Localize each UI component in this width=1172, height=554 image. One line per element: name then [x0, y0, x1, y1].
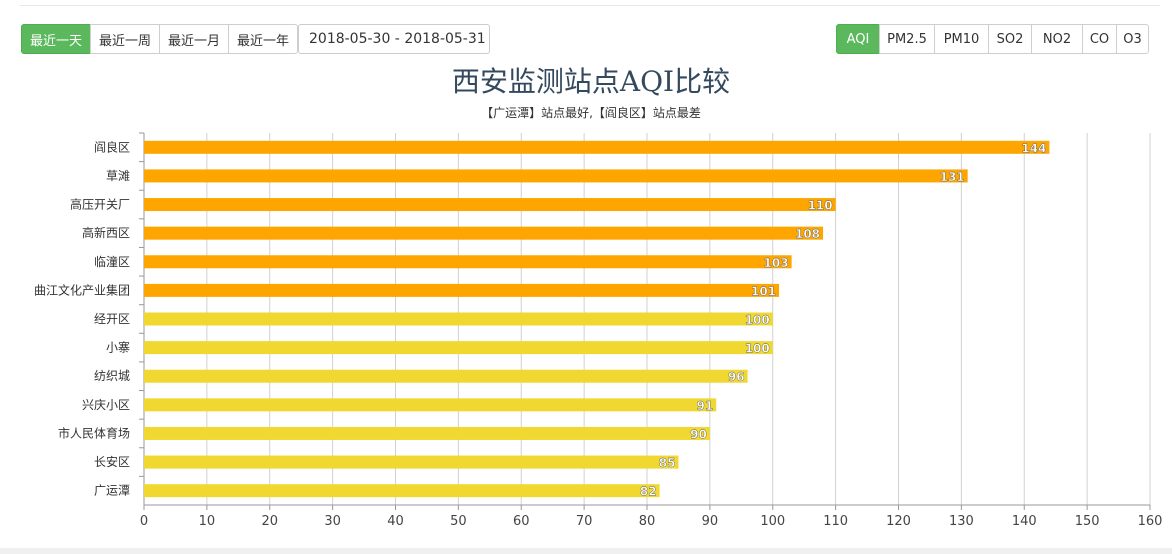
- date-range-text: 2018-05-30 - 2018-05-31: [309, 31, 486, 47]
- x-tick-label-40: 40: [387, 514, 404, 529]
- category-label-5: 曲江文化产业集团: [34, 282, 130, 297]
- bar-11: [144, 455, 679, 469]
- bar-12: [144, 484, 660, 498]
- pollutant-button-so2[interactable]: SO2: [988, 24, 1032, 54]
- bar-7: [144, 341, 773, 355]
- value-label-10: 90: [690, 427, 707, 441]
- x-tick-label-50: 50: [450, 514, 467, 529]
- bar-5: [144, 283, 780, 297]
- x-tick-label-10: 10: [199, 514, 216, 529]
- bar-6: [144, 312, 773, 326]
- chart-subtitle: 【广运潭】站点最好,【阎良区】站点最差: [481, 106, 701, 120]
- x-tick-label-0: 0: [140, 514, 148, 529]
- value-label-7: 100: [745, 342, 770, 356]
- category-label-6: 经开区: [94, 312, 130, 326]
- bar-10: [144, 426, 710, 440]
- bar-8: [144, 369, 748, 383]
- value-label-12: 82: [640, 485, 657, 499]
- bar-4: [144, 255, 792, 269]
- value-label-4: 103: [764, 256, 789, 270]
- category-label-0: 阎良区: [94, 139, 130, 154]
- pollutant-button-o3[interactable]: O3: [1116, 24, 1149, 54]
- pollutant-button-aqi[interactable]: AQI: [836, 24, 880, 54]
- x-tick-label-80: 80: [639, 514, 656, 529]
- x-tick-label-140: 140: [1012, 514, 1037, 529]
- x-tick-label-150: 150: [1075, 514, 1100, 529]
- top-divider: [20, 5, 1160, 6]
- pollutant-button-pm10[interactable]: PM10: [934, 24, 989, 54]
- category-label-8: 纺织城: [94, 369, 130, 383]
- category-label-12: 广运潭: [94, 484, 130, 498]
- time-range-button-group: 最近一天 最近一周 最近一月 最近一年: [21, 24, 298, 54]
- value-label-8: 96: [728, 370, 745, 384]
- pollutant-button-no2[interactable]: NO2: [1031, 24, 1083, 54]
- category-label-1: 草滩: [106, 169, 130, 183]
- chart-title: 西安监测站点AQI比较: [451, 65, 731, 98]
- value-label-0: 144: [1021, 141, 1046, 155]
- x-tick-label-30: 30: [324, 514, 341, 529]
- range-button-0[interactable]: 最近一天: [21, 24, 91, 54]
- bar-9: [144, 398, 717, 412]
- x-tick-label-70: 70: [576, 514, 593, 529]
- date-range-input[interactable]: 2018-05-30 - 2018-05-31: [298, 24, 490, 54]
- category-label-11: 长安区: [94, 454, 130, 469]
- pollutant-button-co[interactable]: CO: [1082, 24, 1117, 54]
- x-tick-label-120: 120: [886, 514, 911, 529]
- x-tick-label-130: 130: [949, 514, 974, 529]
- range-button-2[interactable]: 最近一月: [159, 24, 229, 54]
- pollutant-button-pm25[interactable]: PM2.5: [879, 24, 935, 54]
- x-tick-label-20: 20: [261, 514, 278, 529]
- x-tick-label-60: 60: [513, 514, 530, 529]
- x-tick-label-90: 90: [702, 514, 719, 529]
- x-tick-label-100: 100: [760, 514, 785, 529]
- x-tick-label-110: 110: [823, 514, 848, 529]
- value-label-11: 85: [659, 456, 676, 470]
- pollutant-button-group: AQI PM2.5 PM10 SO2 NO2 CO O3: [836, 24, 1149, 54]
- range-button-3[interactable]: 最近一年: [228, 24, 298, 54]
- value-label-9: 91: [696, 399, 713, 413]
- x-tick-label-160: 160: [1138, 514, 1163, 529]
- value-label-6: 100: [745, 313, 770, 327]
- bar-1: [144, 169, 968, 183]
- category-label-10: 市人民体育场: [58, 425, 130, 440]
- category-label-4: 临潼区: [94, 254, 130, 269]
- category-label-9: 兴庆小区: [82, 398, 130, 412]
- bottom-scrollbar-area: [0, 548, 1172, 554]
- bar-2: [144, 198, 836, 212]
- category-label-7: 小寨: [106, 340, 130, 355]
- category-label-3: 高新西区: [82, 225, 130, 240]
- value-label-1: 131: [940, 170, 965, 184]
- bar-3: [144, 226, 824, 240]
- value-label-5: 101: [751, 284, 776, 298]
- bar-0: [144, 140, 1050, 154]
- category-label-2: 高压开关厂: [70, 197, 130, 212]
- range-button-1[interactable]: 最近一周: [90, 24, 160, 54]
- value-label-3: 108: [795, 227, 820, 241]
- value-label-2: 110: [808, 199, 833, 213]
